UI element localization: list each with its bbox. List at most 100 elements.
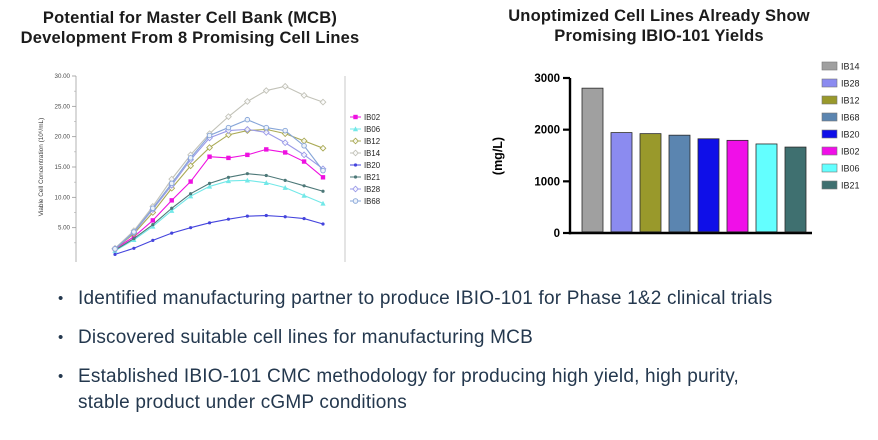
line-series-IB14 [114, 85, 324, 249]
bullet-list: • Identified manufacturing partner to pr… [52, 286, 812, 429]
marker-IB06 [225, 178, 232, 184]
marker-IB06 [263, 180, 269, 185]
legend-item-IB20: IB20 [821, 129, 860, 140]
bullet-text: Identified manufacturing partner to prod… [78, 288, 773, 309]
y-tick-label: 0 [554, 228, 560, 240]
legend-swatch-IB20 [821, 129, 838, 139]
marker-IB21 [189, 192, 193, 196]
y-tick-label: 30.00 [55, 73, 71, 80]
marker-IB68 [301, 143, 307, 149]
y-tick-label: 25.00 [55, 103, 71, 110]
bar-IB12 [639, 133, 662, 233]
marker-IB02 [245, 152, 250, 158]
legend-swatch-IB02 [821, 146, 838, 156]
marker-IB12 [225, 131, 232, 139]
marker-IB21 [302, 184, 306, 188]
legend-marker-IB28 [352, 185, 359, 193]
line-series-IB12 [114, 128, 324, 250]
marker-IB14 [281, 82, 289, 90]
marker-IB20 [151, 238, 155, 243]
legend-label-IB06: IB06 [841, 164, 860, 174]
marker-IB02 [282, 150, 288, 155]
marker-IB06 [282, 185, 288, 190]
legend-marker-IB12 [352, 137, 359, 145]
line-series-IB20 [114, 214, 324, 255]
bar-chart-title-line1: Unoptimized Cell Lines Already Show [508, 7, 810, 25]
marker-IB20 [264, 213, 268, 218]
marker-IB14 [319, 98, 327, 106]
legend-label-IB06: IB06 [364, 125, 380, 134]
bar-chart-title-line2: Promising IBIO-101 Yields [554, 27, 764, 45]
marker-IB68 [187, 155, 194, 161]
marker-IB02 [150, 218, 156, 223]
bullet-dot-icon: • [58, 368, 64, 385]
bullet-item: • Identified manufacturing partner to pr… [52, 286, 812, 312]
legend-label-IB28: IB28 [841, 79, 860, 89]
marker-IB14 [262, 87, 270, 94]
legend-item-IB14: IB14 [821, 62, 860, 72]
bar-IB06 [755, 143, 778, 233]
y-tick-label: 15.00 [55, 164, 71, 171]
legend-label-IB68: IB68 [364, 197, 380, 206]
bullet-text: Established IBIO-101 CMC methodology for… [78, 366, 739, 413]
bullet-item: • Discovered suitable cell lines for man… [52, 325, 812, 351]
legend-item-IB21: IB21 [350, 173, 380, 182]
marker-IB20 [321, 222, 325, 226]
marker-IB20 [226, 217, 231, 221]
bar-IB28 [610, 132, 633, 233]
legend-item-IB20: IB20 [350, 161, 381, 170]
marker-IB06 [169, 208, 175, 213]
bullet-item: • Established IBIO-101 CMC methodology f… [52, 364, 812, 416]
marker-IB06 [150, 223, 156, 229]
marker-IB02 [226, 155, 231, 161]
legend-label-IB68: IB68 [841, 113, 860, 123]
marker-IB28 [281, 139, 289, 147]
marker-IB20 [283, 215, 287, 219]
line-chart-title-line1: Potential for Master Cell Bank (MCB) [42, 9, 338, 27]
marker-IB28 [300, 151, 308, 159]
marker-IB21 [245, 172, 249, 176]
bar-IB20 [697, 138, 720, 233]
y-tick-label: 20.00 [55, 134, 71, 141]
bar-chart-ylabel: (mg/L) [491, 137, 505, 175]
legend-item-IB28: IB28 [350, 185, 380, 194]
marker-IB06 [206, 183, 213, 189]
legend-item-IB68: IB68 [821, 113, 860, 123]
legend-label-IB02: IB02 [364, 113, 380, 122]
marker-IB20 [189, 226, 193, 230]
marker-IB12 [319, 144, 327, 152]
marker-IB20 [302, 216, 306, 221]
y-tick-label: 2000 [534, 125, 560, 137]
bar-chart-title: Unoptimized Cell Lines Already Show Prom… [452, 6, 866, 46]
marker-IB12 [300, 137, 308, 145]
y-tick-label: 3000 [534, 73, 560, 85]
marker-IB02 [320, 175, 326, 180]
marker-IB28 [243, 125, 251, 133]
marker-IB68 [112, 246, 118, 252]
legend-item-IB02: IB02 [350, 113, 380, 122]
marker-IB20 [113, 252, 117, 256]
marker-IB68 [131, 229, 137, 235]
marker-IB06 [301, 192, 307, 198]
marker-IB14 [225, 113, 232, 121]
marker-IB14 [300, 91, 308, 99]
marker-IB21 [207, 181, 212, 185]
legend-swatch-IB21 [821, 180, 838, 190]
line-series-IB02 [114, 148, 324, 250]
marker-IB20 [207, 221, 212, 225]
legend-label-IB21: IB21 [841, 181, 860, 191]
bar-IB02 [726, 139, 749, 233]
marker-IB68 [206, 132, 213, 139]
legend-marker-IB21 [353, 175, 358, 179]
marker-IB21 [321, 189, 325, 193]
y-tick-label: 10.00 [55, 194, 71, 201]
legend-label-IB02: IB02 [841, 147, 860, 157]
line-chart-title-line2: Development From 8 Promising Cell Lines [20, 29, 360, 47]
legend-label-IB12: IB12 [841, 96, 860, 106]
y-tick-label: 5.00 [58, 225, 71, 232]
marker-IB21 [283, 178, 287, 182]
line-series-IB06 [114, 179, 324, 252]
marker-IB14 [243, 98, 251, 105]
legend-marker-IB20 [353, 163, 358, 167]
marker-IB21 [151, 223, 155, 227]
